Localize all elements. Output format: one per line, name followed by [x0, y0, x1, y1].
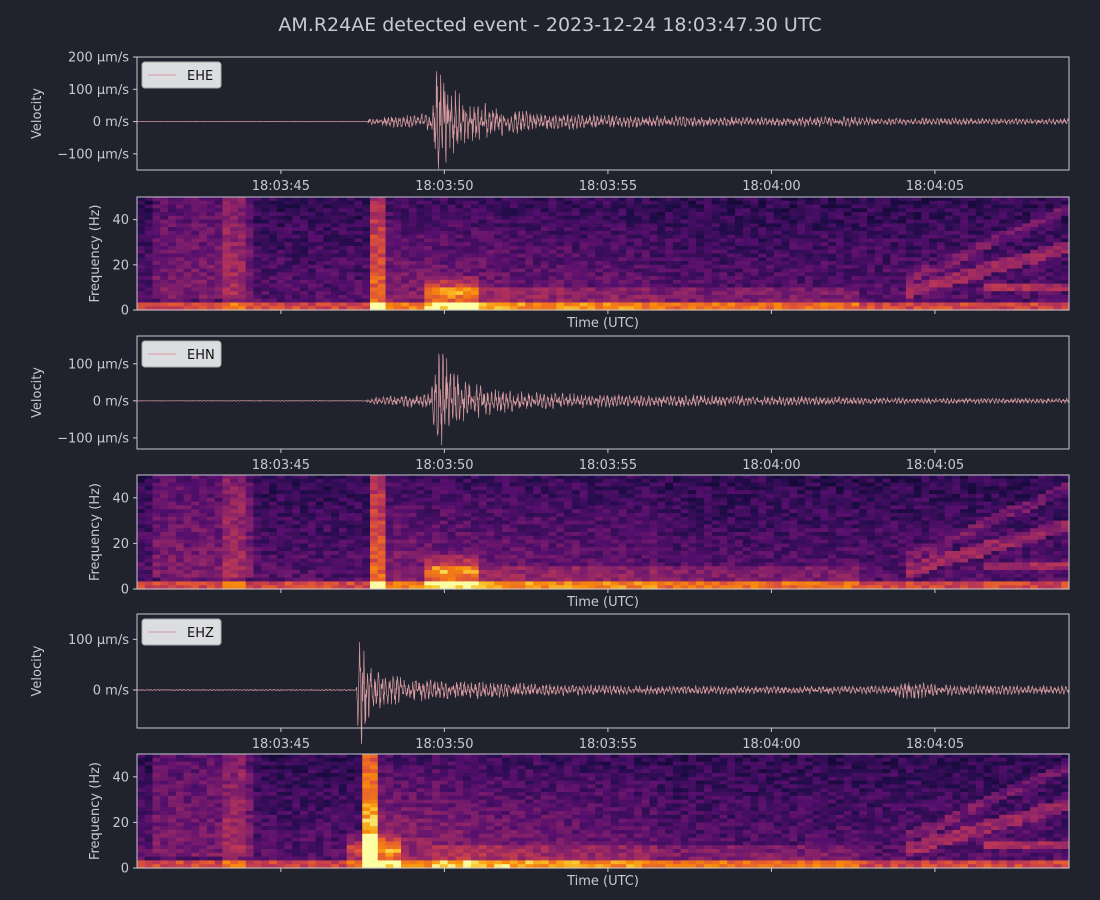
legend-label: EHZ: [187, 626, 214, 641]
y-axis-label: Frequency (Hz): [88, 483, 103, 581]
legend-box: [141, 61, 222, 89]
panel-ehn-spectrogram: 0 20 40 Frequency (Hz) Time (UTC): [88, 474, 1070, 610]
x-tick-label: 18:03:45: [252, 179, 310, 194]
y-tick-label: 0: [121, 583, 129, 598]
y-tick-label: 100 µm/s: [68, 357, 129, 372]
panel-ehe-spectrogram: 0 20 40 Frequency (Hz) Time (UTC): [88, 196, 1070, 331]
y-axis-label: Velocity: [30, 367, 45, 418]
x-tick-label: 18:04:05: [906, 458, 964, 473]
x-tick-label: 18:03:55: [579, 737, 637, 752]
waveform-trace-ehe: [136, 71, 1070, 170]
panel-ehz-spectrogram: 0 20 40 Frequency (Hz) Time (UTC): [88, 753, 1070, 889]
y-tick-label: 40: [112, 770, 129, 785]
x-tick-label: 18:03:50: [415, 179, 473, 194]
panel-ehz-waveform: 100 µm/s 0 m/s Velocity EHZ 18:03:45 18:03:50…: [30, 613, 1070, 752]
y-tick-label: 100 µm/s: [68, 83, 129, 98]
axes-frame: [136, 474, 1070, 590]
y-axis-label: Frequency (Hz): [88, 762, 103, 860]
x-tick-label: 18:03:50: [415, 737, 473, 752]
y-tick-label: 0: [121, 304, 129, 319]
axes-frame: [136, 196, 1070, 311]
x-tick-label: 18:04:00: [742, 737, 800, 752]
waveform-trace-ehz: [137, 641, 1070, 745]
x-tick-label: 18:04:00: [742, 458, 800, 473]
y-tick-label: 20: [112, 816, 129, 831]
y-tick-label: 40: [112, 213, 129, 228]
axes-frame: [136, 56, 1070, 171]
y-tick-label: 20: [112, 258, 129, 273]
y-tick-label: 100 µm/s: [68, 633, 129, 648]
spectrogram-ehn: [137, 475, 1070, 590]
y-axis-label: Frequency (Hz): [88, 204, 103, 302]
panel-ehn-waveform: 100 µm/s 0 m/s −100 µm/s Velocity EHN 18:03:4…: [30, 335, 1070, 473]
legend-label: EHE: [187, 69, 213, 84]
y-axis-label: Velocity: [30, 88, 45, 139]
axes-frame: [136, 753, 1070, 869]
y-tick-label: 0 m/s: [93, 115, 129, 130]
legend-box: [141, 618, 222, 646]
y-tick-label: 0 m/s: [93, 684, 129, 699]
y-tick-label: 0: [121, 862, 129, 877]
figure-title: AM.R24AE detected event - 2023-12-24 18:…: [278, 14, 822, 36]
x-tick-label: 18:04:05: [906, 737, 964, 752]
x-tick-label: 18:03:55: [579, 179, 637, 194]
spectrogram-ehz: [137, 754, 1070, 869]
y-axis-label: Velocity: [30, 645, 45, 696]
x-axis-label: Time (UTC): [566, 874, 639, 889]
y-tick-label: −100 µm/s: [57, 431, 129, 446]
legend: EHE: [141, 61, 222, 89]
legend: EHN: [141, 340, 222, 368]
y-tick-label: 0 m/s: [93, 394, 129, 409]
y-tick-label: 200 µm/s: [68, 51, 129, 66]
x-tick-label: 18:03:50: [415, 458, 473, 473]
x-tick-label: 18:03:45: [252, 458, 310, 473]
axes-frame: [136, 613, 1070, 729]
x-axis-label: Time (UTC): [566, 316, 639, 331]
y-tick-label: 20: [112, 537, 129, 552]
panel-ehe-waveform: 200 µm/s 100 µm/s 0 m/s −100 µm/s Velocity EH…: [30, 51, 1070, 194]
x-tick-label: 18:04:00: [742, 179, 800, 194]
y-tick-label: 40: [112, 491, 129, 506]
x-tick-label: 18:03:45: [252, 737, 310, 752]
x-tick-label: 18:03:55: [579, 458, 637, 473]
x-axis-label: Time (UTC): [566, 595, 639, 610]
y-tick-label: −100 µm/s: [57, 147, 129, 162]
waveform-trace-ehn: [136, 353, 1070, 446]
spectrogram-ehe: [137, 197, 1070, 311]
legend-box: [141, 340, 222, 368]
x-tick-label: 18:04:05: [906, 179, 964, 194]
legend: EHZ: [141, 618, 222, 646]
axes-frame: [136, 335, 1070, 450]
legend-label: EHN: [187, 348, 215, 363]
